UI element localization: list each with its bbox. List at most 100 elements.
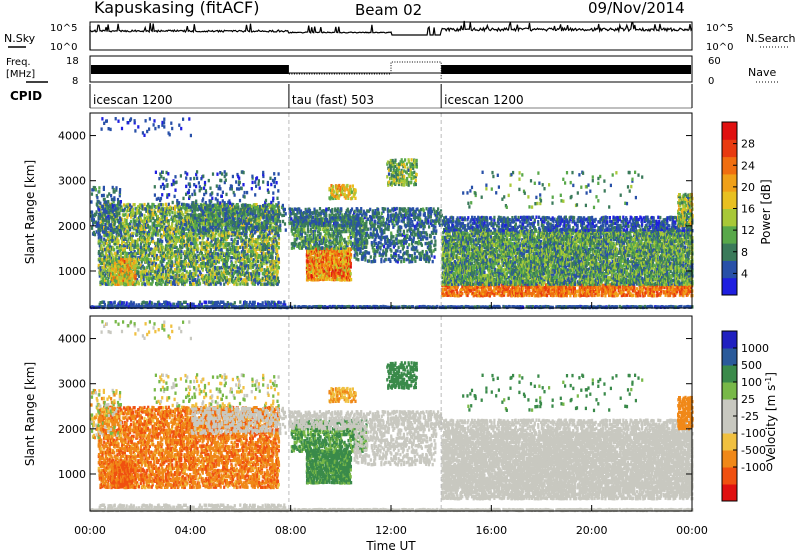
power-echo <box>151 301 153 304</box>
power-echo <box>274 270 276 273</box>
radar-summary-figure: Kapuskasing (fitACF) Beam 02 09/Nov/2014… <box>0 0 800 554</box>
power-echo <box>113 218 115 221</box>
power-echo <box>216 228 218 231</box>
power-echo <box>143 267 145 270</box>
power-echo <box>137 270 139 273</box>
power-echo <box>277 270 279 273</box>
power-echo <box>130 220 132 223</box>
power-echo <box>219 201 221 204</box>
power-echo <box>156 227 158 230</box>
power-echo <box>189 182 191 185</box>
power-echo <box>248 222 250 225</box>
power-echo <box>222 191 224 194</box>
power-echo <box>236 187 238 190</box>
power-echo <box>110 225 112 228</box>
power-echo <box>144 237 146 240</box>
power-echo <box>110 128 112 131</box>
power-echo <box>193 282 195 285</box>
power-echo <box>110 229 112 232</box>
power-echo <box>149 236 151 239</box>
power-echo <box>225 231 227 234</box>
power-echo <box>162 203 164 206</box>
power-echo <box>262 301 264 304</box>
power-echo <box>279 220 281 223</box>
power-echo <box>172 179 174 182</box>
power-echo <box>204 181 206 184</box>
power-echo <box>266 224 268 227</box>
power-echo <box>210 200 212 203</box>
power-echo <box>238 187 240 190</box>
power-echo <box>145 119 147 122</box>
power-echo <box>225 179 227 182</box>
power-echo <box>221 195 223 198</box>
power-echo <box>211 191 213 194</box>
power-echo <box>101 214 103 217</box>
power-echo <box>154 127 156 130</box>
power-echo <box>90 200 92 203</box>
power-echo <box>152 240 154 243</box>
power-echo <box>187 209 189 212</box>
power-echo <box>243 171 245 174</box>
power-echo <box>257 260 259 263</box>
power-echo <box>268 210 270 213</box>
power-echo <box>115 186 117 189</box>
power-echo <box>108 211 110 214</box>
power-echo <box>278 301 280 304</box>
power-echo <box>116 212 118 215</box>
power-echo <box>160 175 162 178</box>
power-echo <box>132 273 134 276</box>
power-echo <box>124 264 126 267</box>
power-echo <box>199 282 201 285</box>
power-echo <box>268 242 270 245</box>
power-echo <box>115 258 117 261</box>
power-echo <box>212 301 214 304</box>
power-echo <box>137 244 139 247</box>
power-echo <box>221 172 223 175</box>
power-echo <box>100 225 102 228</box>
power-echo <box>246 191 248 194</box>
power-echo <box>99 229 101 232</box>
power-echo <box>108 127 110 130</box>
power-echo <box>185 260 187 263</box>
power-echo <box>234 193 236 196</box>
cpid-label: CPID <box>10 89 42 103</box>
power-echo <box>222 199 224 202</box>
power-echo <box>134 252 136 255</box>
power-echo <box>174 211 176 214</box>
power-echo <box>121 127 123 130</box>
power-echo <box>107 227 109 230</box>
power-echo <box>228 231 230 234</box>
power-echo <box>277 277 279 280</box>
power-echo <box>244 203 246 206</box>
power-echo <box>199 225 201 228</box>
power-echo <box>122 248 124 251</box>
power-echo <box>184 250 186 253</box>
power-echo <box>259 208 261 211</box>
power-echo <box>146 254 148 257</box>
power-echo <box>106 119 108 122</box>
nsky-max-label: 10^5 <box>50 23 77 34</box>
power-echo <box>154 185 156 188</box>
power-echo <box>282 204 284 207</box>
power-echo <box>276 181 278 184</box>
power-echo <box>154 219 156 222</box>
power-echo <box>154 193 156 196</box>
power-echo <box>123 301 125 304</box>
power-echo <box>273 172 275 175</box>
power-echo <box>221 248 223 251</box>
station-title: Kapuskasing (fitACF) <box>94 0 259 17</box>
power-echo <box>96 230 98 233</box>
power-echo <box>167 172 169 175</box>
power-echo <box>149 117 151 120</box>
power-echo <box>146 301 148 304</box>
power-echo <box>177 282 179 285</box>
power-echo <box>166 183 168 186</box>
power-echo <box>270 208 272 211</box>
power-echo <box>217 216 219 219</box>
power-echo <box>163 125 165 128</box>
nave-min-label: 0 <box>708 76 714 87</box>
power-echo <box>158 125 160 128</box>
power-echo <box>158 177 160 180</box>
cpid-segment-label: tau (fast) 503 <box>292 93 374 107</box>
power-echo <box>284 208 286 211</box>
